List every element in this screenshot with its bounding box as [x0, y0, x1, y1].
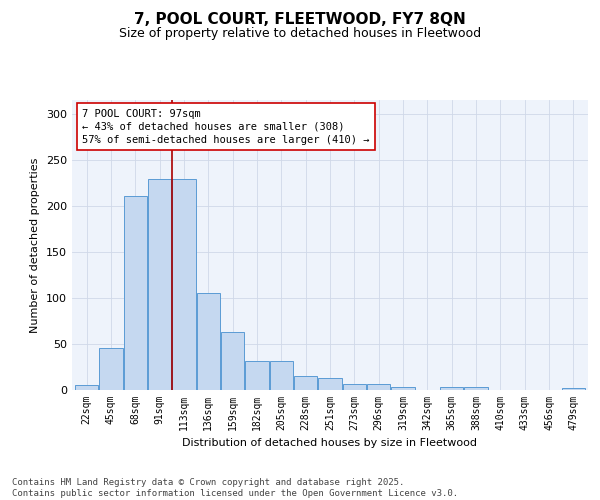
Bar: [562, 388, 585, 390]
Text: Contains HM Land Registry data © Crown copyright and database right 2025.
Contai: Contains HM Land Registry data © Crown c…: [12, 478, 458, 498]
Text: 7, POOL COURT, FLEETWOOD, FY7 8QN: 7, POOL COURT, FLEETWOOD, FY7 8QN: [134, 12, 466, 28]
Bar: [464, 387, 488, 390]
Y-axis label: Number of detached properties: Number of detached properties: [31, 158, 40, 332]
Bar: [197, 294, 220, 390]
Bar: [100, 348, 122, 390]
Bar: [172, 179, 196, 390]
Bar: [221, 332, 244, 390]
Text: Size of property relative to detached houses in Fleetwood: Size of property relative to detached ho…: [119, 28, 481, 40]
Bar: [391, 387, 415, 390]
Bar: [148, 179, 171, 390]
Bar: [343, 384, 366, 390]
Bar: [75, 386, 98, 390]
Bar: [124, 196, 147, 390]
Bar: [270, 360, 293, 390]
Bar: [294, 376, 317, 390]
Bar: [245, 360, 269, 390]
Bar: [367, 384, 390, 390]
Text: 7 POOL COURT: 97sqm
← 43% of detached houses are smaller (308)
57% of semi-detac: 7 POOL COURT: 97sqm ← 43% of detached ho…: [82, 108, 370, 145]
Bar: [440, 387, 463, 390]
X-axis label: Distribution of detached houses by size in Fleetwood: Distribution of detached houses by size …: [182, 438, 478, 448]
Bar: [319, 378, 341, 390]
